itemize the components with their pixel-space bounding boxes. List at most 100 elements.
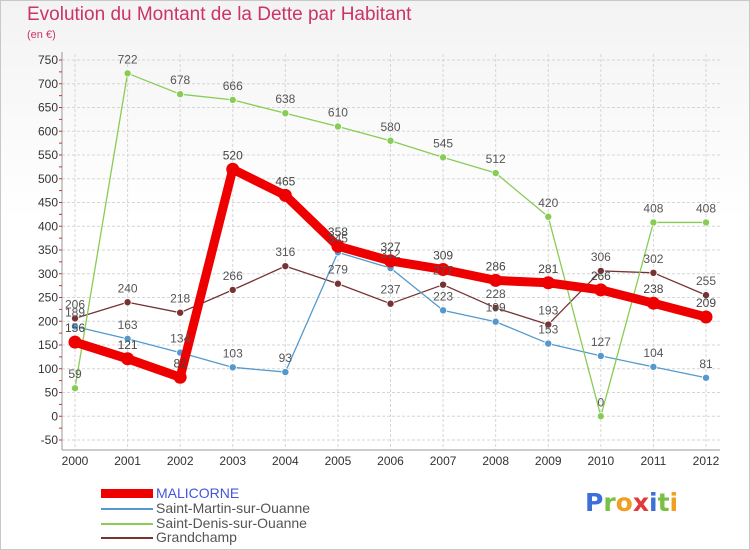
data-point xyxy=(228,285,237,294)
x-tick-label: 2003 xyxy=(219,454,246,468)
data-point xyxy=(541,276,555,290)
data-point xyxy=(173,370,187,384)
data-point xyxy=(544,320,553,329)
y-tick-label: 50 xyxy=(45,386,59,400)
data-label: 153 xyxy=(538,323,558,337)
data-point xyxy=(649,362,658,371)
data-point xyxy=(489,273,503,287)
legend-label: Saint-Martin-sur-Ouanne xyxy=(156,500,311,516)
data-label: 358 xyxy=(328,225,348,239)
data-label: 302 xyxy=(643,252,663,266)
y-tick-label: 450 xyxy=(38,196,58,210)
y-tick-label: 750 xyxy=(38,53,58,67)
data-point xyxy=(68,335,82,349)
data-point xyxy=(544,339,553,348)
y-tick-label: 300 xyxy=(38,267,58,281)
data-point xyxy=(71,384,80,393)
data-label: 327 xyxy=(380,240,400,254)
data-point xyxy=(699,310,713,324)
data-label: 199 xyxy=(486,301,506,315)
data-label: 59 xyxy=(68,367,82,381)
data-label: 223 xyxy=(433,289,453,303)
y-tick-label: 350 xyxy=(38,243,58,257)
chart-title: Evolution du Montant de la Dette par Hab… xyxy=(27,4,412,25)
data-label: 193 xyxy=(538,304,558,318)
data-point xyxy=(176,308,185,317)
data-label: 266 xyxy=(223,269,243,283)
y-tick-label: 700 xyxy=(38,77,58,91)
data-label: 408 xyxy=(696,201,716,215)
data-label: 238 xyxy=(643,282,663,296)
data-point xyxy=(228,95,237,104)
data-point xyxy=(71,314,80,323)
logo-letter: i xyxy=(649,488,658,517)
data-point xyxy=(123,334,132,343)
data-point xyxy=(176,90,185,99)
data-label: 722 xyxy=(118,52,138,66)
legend-swatch xyxy=(101,508,153,510)
logo-letter: r xyxy=(603,488,616,517)
proxiti-logo: Proxiti xyxy=(585,488,678,517)
data-labels: 156 121 82 520 465 358 327 309 286 281 266 238 209 18… xyxy=(65,52,716,409)
legend-label: Grandchamp xyxy=(156,529,237,545)
data-label: 420 xyxy=(538,196,558,210)
x-tick-label: 2006 xyxy=(377,454,404,468)
data-point xyxy=(596,412,605,421)
y-tick-label: 250 xyxy=(38,291,58,305)
data-label: 237 xyxy=(380,283,400,297)
data-point xyxy=(71,322,80,331)
logo-letter: x xyxy=(632,488,649,517)
data-point xyxy=(646,296,660,310)
data-label: 134 xyxy=(170,332,190,346)
series-lines xyxy=(68,69,713,421)
data-point xyxy=(596,351,605,360)
y-tick-label: 650 xyxy=(38,101,58,115)
data-label: 156 xyxy=(65,321,85,335)
data-point xyxy=(281,262,290,271)
data-point xyxy=(333,279,342,288)
x-tick-label: 2005 xyxy=(325,454,352,468)
data-point xyxy=(491,303,500,312)
data-label: 266 xyxy=(591,269,611,283)
legend-swatch xyxy=(101,489,153,498)
data-point xyxy=(491,317,500,326)
data-point xyxy=(331,239,345,253)
legend-label: MALICORNE xyxy=(156,485,240,501)
data-point xyxy=(386,136,395,145)
y-tick-label: 150 xyxy=(38,338,58,352)
data-label: 103 xyxy=(223,346,243,360)
data-point xyxy=(491,169,500,178)
data-point xyxy=(439,306,448,315)
data-point xyxy=(226,162,240,176)
x-tick-label: 2011 xyxy=(641,454,667,468)
y-tick-label: 100 xyxy=(38,362,58,376)
data-label: 127 xyxy=(591,335,611,349)
data-label: 277 xyxy=(433,264,453,278)
x-tick-label: 2002 xyxy=(167,454,194,468)
data-point xyxy=(439,280,448,289)
y-tick-label: 550 xyxy=(38,148,58,162)
data-point xyxy=(544,212,553,221)
y-tick-label: 400 xyxy=(38,219,58,233)
x-tick-label: 2007 xyxy=(430,454,457,468)
data-label: 255 xyxy=(696,274,716,288)
x-tick-label: 2012 xyxy=(693,454,720,468)
gridlines xyxy=(62,54,720,450)
data-point xyxy=(123,298,132,307)
data-point xyxy=(281,109,290,118)
data-label: 279 xyxy=(328,263,348,277)
data-label: 0 xyxy=(597,395,604,409)
data-point xyxy=(702,291,711,300)
data-label: 312 xyxy=(380,247,400,261)
data-label: 93 xyxy=(279,351,293,365)
data-label: 121 xyxy=(118,338,138,352)
data-point xyxy=(384,254,397,268)
data-point xyxy=(649,218,658,227)
logo-letter: o xyxy=(615,488,633,517)
data-label: 345 xyxy=(328,231,348,245)
data-point xyxy=(594,283,608,297)
data-point xyxy=(333,122,342,131)
legend-label: Saint-Denis-sur-Ouanne xyxy=(156,515,307,531)
data-label: 218 xyxy=(170,292,190,306)
